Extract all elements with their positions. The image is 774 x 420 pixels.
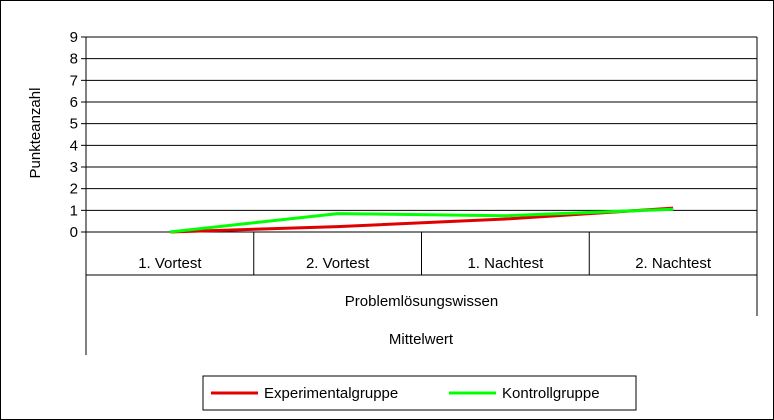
category-axis: 1. Vortest 2. Vortest 1. Nachtest 2. Nachte… bbox=[85, 232, 758, 355]
legend-box bbox=[202, 375, 637, 411]
y-tick-label-9: 9 bbox=[70, 29, 78, 46]
y-tick-label-5: 5 bbox=[70, 116, 78, 133]
y-tick-label-8: 8 bbox=[70, 51, 78, 68]
series-lines bbox=[169, 206, 674, 234]
legend-label-experimentalgruppe: Experimentalgruppe bbox=[264, 385, 398, 402]
category-label-4: 2. Nachtest bbox=[635, 255, 712, 272]
y-tick-label-6: 6 bbox=[70, 94, 78, 111]
y-tick-label-4: 4 bbox=[70, 137, 78, 154]
group-label-mittelwert: Mittelwert bbox=[389, 331, 454, 348]
legend-label-kontrollgruppe: Kontrollgruppe bbox=[502, 385, 600, 402]
y-tick-label-3: 3 bbox=[70, 159, 78, 176]
y-tick-label-0: 0 bbox=[70, 224, 78, 241]
y-tick-label-7: 7 bbox=[70, 72, 78, 89]
category-label-3: 1. Nachtest bbox=[467, 255, 544, 272]
category-label-1: 1. Vortest bbox=[138, 255, 202, 272]
category-label-2: 2. Vortest bbox=[306, 255, 370, 272]
y-tick-label-2: 2 bbox=[70, 181, 78, 198]
y-axis-label: Punkteanzahl bbox=[27, 88, 44, 179]
y-tick-label-1: 1 bbox=[70, 202, 78, 219]
axes bbox=[81, 36, 758, 233]
legend: Experimentalgruppe Kontrollgruppe bbox=[202, 375, 637, 411]
group-label-problemloesungswissen: Problemlösungswissen bbox=[345, 293, 498, 310]
y-tick-labels: 0 1 2 3 4 5 6 7 8 9 bbox=[70, 29, 78, 241]
series-line-kontrollgruppe bbox=[169, 207, 674, 234]
gridlines bbox=[86, 36, 757, 211]
